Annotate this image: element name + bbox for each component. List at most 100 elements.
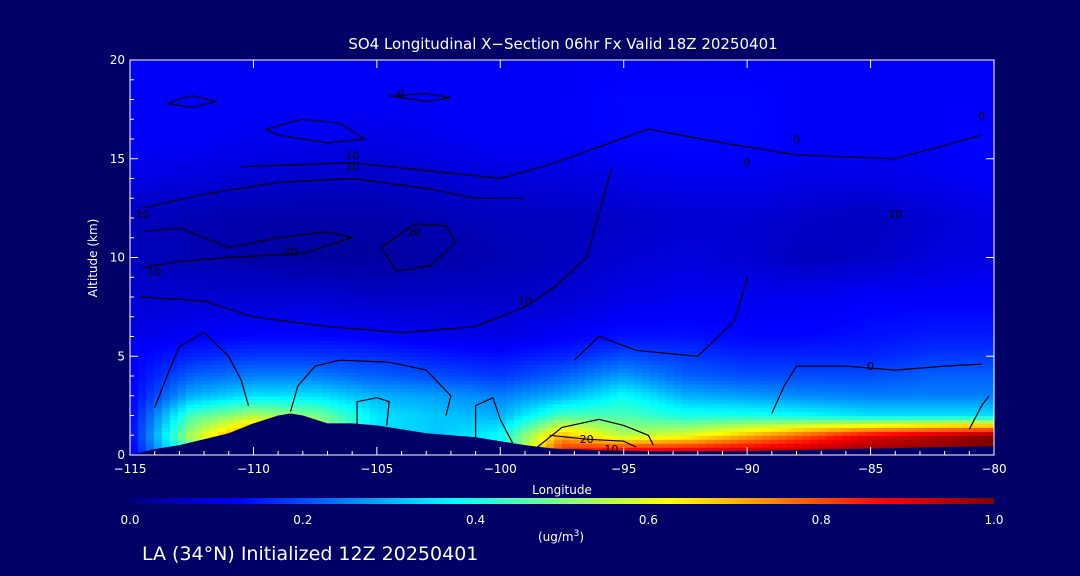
field-cell bbox=[386, 289, 395, 294]
field-cell bbox=[570, 415, 579, 421]
field-cell bbox=[202, 372, 211, 377]
field-cell bbox=[818, 431, 827, 436]
field-cell bbox=[882, 360, 891, 365]
field-cell bbox=[722, 312, 731, 318]
field-cell bbox=[938, 368, 947, 373]
field-cell bbox=[490, 336, 499, 342]
field-cell bbox=[810, 316, 819, 322]
field-cell bbox=[610, 407, 619, 413]
field-cell bbox=[762, 439, 771, 444]
field-cell bbox=[330, 316, 339, 322]
field-cell bbox=[826, 308, 835, 314]
field-cell bbox=[930, 360, 939, 365]
field-cell bbox=[850, 423, 859, 428]
field-cell bbox=[474, 423, 483, 428]
field-cell bbox=[746, 304, 755, 310]
field-cell bbox=[682, 293, 691, 298]
field-cell bbox=[890, 352, 899, 357]
field-cell bbox=[674, 344, 683, 349]
field-cell bbox=[722, 395, 731, 401]
field-cell bbox=[130, 383, 139, 389]
field-cell bbox=[978, 379, 987, 385]
field-cell bbox=[754, 340, 763, 345]
field-cell bbox=[154, 344, 163, 349]
field-cell bbox=[450, 304, 459, 310]
field-cell bbox=[874, 297, 883, 302]
field-cell bbox=[386, 300, 395, 306]
field-cell bbox=[770, 352, 779, 357]
field-cell bbox=[522, 403, 531, 409]
field-cell bbox=[226, 403, 235, 409]
field-cell bbox=[330, 320, 339, 326]
field-cell bbox=[458, 376, 467, 381]
field-cell bbox=[930, 320, 939, 326]
field-cell bbox=[578, 407, 587, 413]
field-cell bbox=[530, 336, 539, 342]
field-cell bbox=[458, 336, 467, 342]
field-cell bbox=[242, 316, 251, 322]
field-cell bbox=[554, 423, 563, 428]
field-cell bbox=[546, 443, 555, 448]
field-cell bbox=[226, 340, 235, 345]
field-cell bbox=[802, 415, 811, 421]
field-cell bbox=[346, 399, 355, 405]
field-cell bbox=[266, 352, 275, 357]
field-cell bbox=[538, 383, 547, 389]
field-cell bbox=[418, 419, 427, 424]
field-cell bbox=[986, 395, 994, 401]
field-cell bbox=[394, 304, 403, 310]
field-cell bbox=[722, 435, 731, 440]
field-cell bbox=[930, 289, 939, 294]
field-cell bbox=[714, 419, 723, 424]
field-cell bbox=[354, 352, 363, 357]
field-cell bbox=[154, 281, 163, 286]
field-cell bbox=[210, 320, 219, 326]
field-cell bbox=[162, 289, 171, 294]
field-cell bbox=[194, 395, 203, 401]
field-cell bbox=[538, 419, 547, 424]
field-cell bbox=[306, 312, 315, 318]
field-cell bbox=[586, 368, 595, 373]
field-cell bbox=[714, 407, 723, 413]
field-cell bbox=[162, 372, 171, 377]
field-cell bbox=[410, 328, 419, 334]
field-cell bbox=[650, 312, 659, 318]
field-cell bbox=[682, 356, 691, 361]
field-cell bbox=[810, 360, 819, 365]
field-cell bbox=[186, 336, 195, 342]
field-cell bbox=[218, 411, 227, 417]
field-cell bbox=[490, 289, 499, 294]
field-cell bbox=[898, 419, 907, 424]
field-cell bbox=[402, 316, 411, 322]
field-cell bbox=[866, 320, 875, 326]
field-cell bbox=[898, 324, 907, 330]
field-cell bbox=[410, 308, 419, 314]
field-cell bbox=[234, 395, 243, 401]
field-cell bbox=[954, 431, 963, 436]
field-cell bbox=[818, 344, 827, 349]
field-cell bbox=[674, 431, 683, 436]
field-cell bbox=[810, 308, 819, 314]
field-cell bbox=[490, 372, 499, 377]
field-cell bbox=[930, 391, 939, 397]
field-cell bbox=[658, 383, 667, 389]
field-cell bbox=[378, 300, 387, 306]
field-cell bbox=[866, 312, 875, 318]
field-cell bbox=[466, 340, 475, 345]
field-cell bbox=[858, 411, 867, 417]
field-cell bbox=[394, 376, 403, 381]
field-cell bbox=[298, 391, 307, 397]
field-cell bbox=[562, 281, 571, 286]
field-cell bbox=[498, 364, 507, 369]
field-cell bbox=[402, 360, 411, 365]
field-cell bbox=[842, 316, 851, 322]
field-cell bbox=[314, 293, 323, 298]
field-cell bbox=[634, 340, 643, 345]
field-cell bbox=[442, 324, 451, 330]
field-cell bbox=[194, 411, 203, 417]
field-cell bbox=[906, 316, 915, 322]
field-cell bbox=[154, 273, 163, 278]
field-cell bbox=[714, 308, 723, 314]
field-cell bbox=[498, 391, 507, 397]
field-cell bbox=[394, 293, 403, 298]
